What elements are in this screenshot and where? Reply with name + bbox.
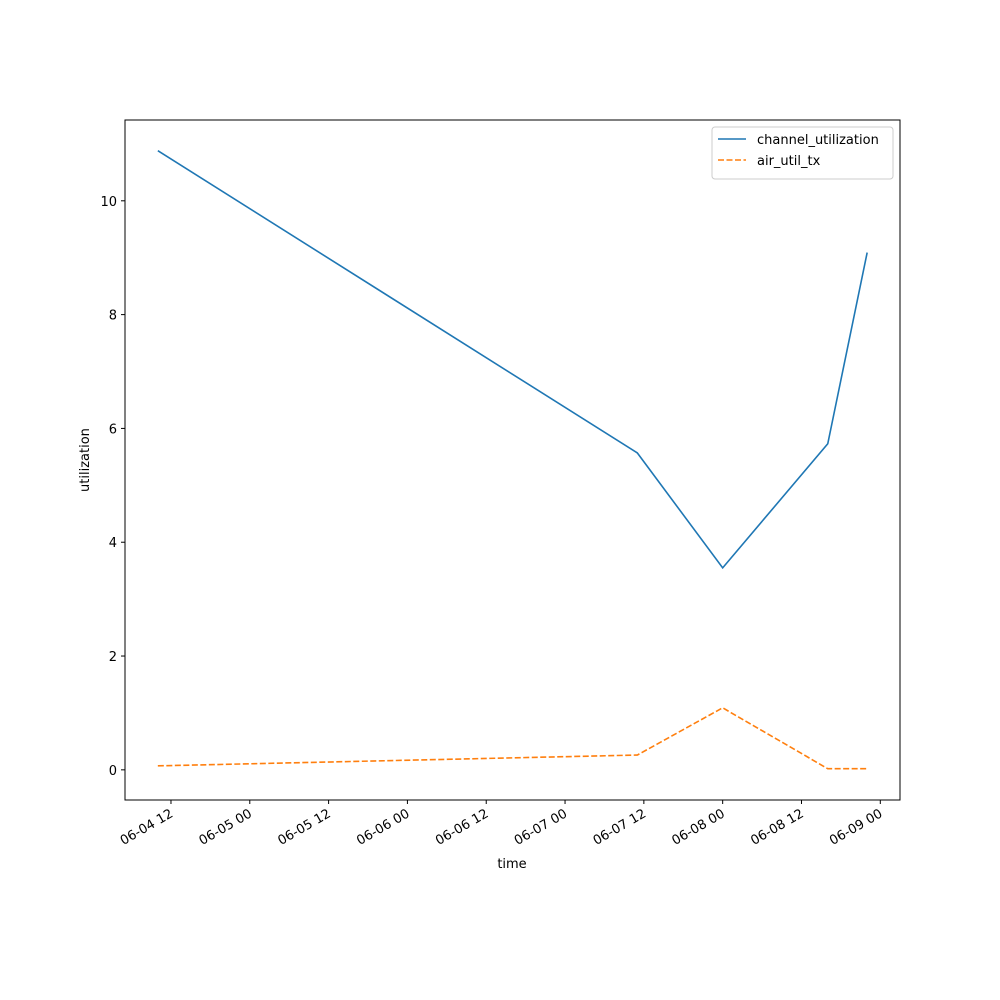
legend-label: channel_utilization — [757, 133, 879, 148]
series-line — [157, 706, 868, 770]
y-tick-label: 10 — [100, 195, 117, 210]
legend-label: air_util_tx — [757, 154, 821, 169]
legend-box — [711, 126, 894, 180]
series-line — [157, 150, 868, 570]
y-tick-label: 0 — [109, 764, 117, 779]
y-axis-label: utilization — [78, 428, 93, 492]
y-tick-label: 2 — [109, 650, 117, 665]
x-axis-label: time — [497, 857, 526, 872]
y-tick-label: 8 — [109, 309, 117, 324]
y-tick-label: 6 — [109, 422, 117, 437]
plot-frame — [124, 119, 901, 801]
y-tick-label: 4 — [109, 536, 117, 551]
